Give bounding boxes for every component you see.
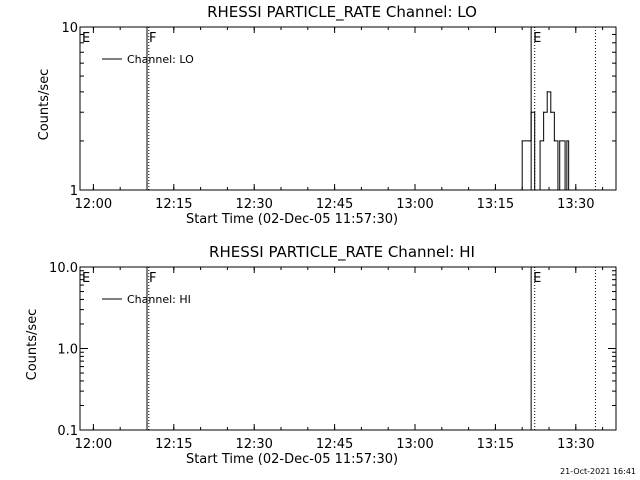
x-axis-label: Start Time (02-Dec-05 11:57:30)	[186, 452, 398, 467]
chart-title: RHESSI PARTICLE_RATE Channel: LO	[207, 3, 477, 22]
plot-frame	[79, 26, 617, 191]
data-point	[559, 140, 561, 142]
data-point	[566, 140, 568, 142]
y-tick-label: 0.1	[57, 424, 78, 439]
event-label: F	[149, 271, 156, 286]
data-point	[557, 189, 559, 191]
x-tick-label: 12:45	[316, 197, 353, 212]
x-tick-label: 12:00	[75, 197, 112, 212]
event-label: E	[82, 31, 90, 46]
footer-timestamp: 21-Oct-2021 16:41	[560, 467, 636, 476]
x-tick-label: 13:30	[557, 437, 594, 452]
y-tick-label: 10.0	[49, 261, 78, 276]
data-point	[546, 91, 548, 93]
x-tick-label: 13:15	[477, 197, 514, 212]
series-line	[520, 91, 570, 191]
x-tick-label: 12:15	[155, 197, 192, 212]
data-point	[543, 111, 545, 113]
x-tick-label: 12:45	[316, 437, 353, 452]
data-point	[530, 111, 532, 113]
event-label: E	[82, 271, 90, 286]
y-tick-label: 10	[61, 21, 78, 36]
data-point	[550, 111, 552, 113]
x-tick-label: 12:00	[75, 437, 112, 452]
data-point	[521, 140, 523, 142]
y-tick-label: 1.0	[57, 343, 78, 358]
x-tick-label: 13:00	[396, 197, 433, 212]
x-tick-label: 13:00	[396, 437, 433, 452]
event-label: E	[533, 31, 541, 46]
data-point	[519, 189, 522, 191]
event-label: F	[149, 31, 156, 46]
data-point	[534, 189, 536, 191]
data-point	[539, 140, 541, 142]
data-point	[553, 140, 555, 142]
data-point	[568, 189, 570, 191]
x-tick-label: 13:30	[557, 197, 594, 212]
legend-label: Channel: LO	[127, 53, 194, 66]
x-tick-label: 12:15	[155, 437, 192, 452]
x-tick-label: 12:30	[235, 197, 272, 212]
x-axis-label: Start Time (02-Dec-05 11:57:30)	[186, 212, 398, 227]
plot-frame	[79, 266, 617, 431]
y-axis-label: Counts/sec	[37, 69, 52, 141]
x-tick-label: 13:15	[477, 437, 514, 452]
y-tick-label: 1	[70, 184, 78, 199]
y-axis-label: Counts/sec	[25, 309, 40, 381]
data-point	[528, 140, 530, 142]
event-label: E	[533, 271, 541, 286]
chart-title: RHESSI PARTICLE_RATE Channel: HI	[209, 243, 475, 262]
x-tick-label: 12:30	[235, 437, 272, 452]
legend-label: Channel: HI	[127, 293, 191, 306]
data-point	[564, 189, 566, 191]
